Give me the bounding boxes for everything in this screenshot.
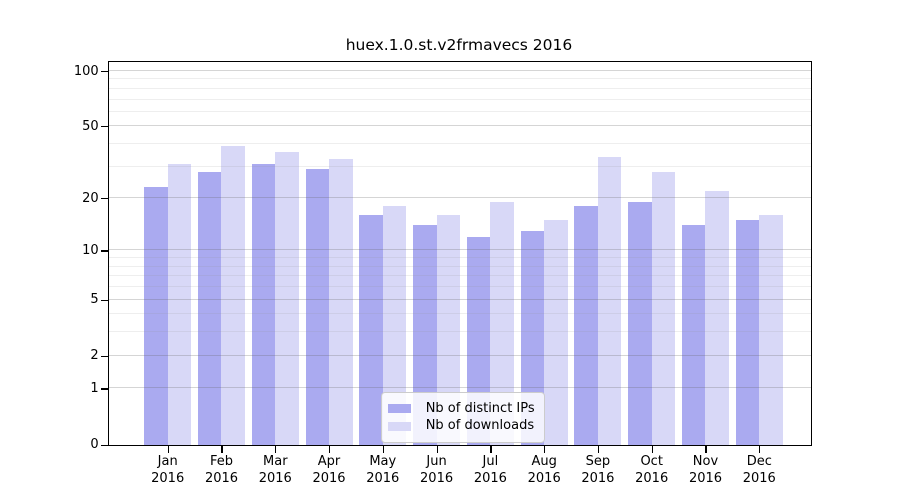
legend-swatch-downloads <box>387 421 411 431</box>
legend-label-downloads: Nb of downloads <box>425 418 535 433</box>
bar-distinct-ips <box>413 225 437 445</box>
bar-downloads <box>382 206 407 445</box>
y-tick-label: 2 <box>90 348 99 364</box>
y-tick-label: 5 <box>90 292 99 307</box>
chart-title: huex.1.0.st.v2frmavecs 2016 <box>345 36 573 54</box>
y-tick-mark <box>101 198 108 200</box>
legend: Nb of distinct IPs Nb of downloads <box>380 392 545 443</box>
minor-gridline <box>108 165 811 167</box>
x-tick-label: Nov 2016 <box>688 453 723 487</box>
x-tick-label: Sep 2016 <box>581 453 615 487</box>
bar-distinct-ips <box>359 215 383 445</box>
bar-downloads <box>275 152 299 445</box>
legend-label-distinct-ips: Nb of distinct IPs <box>425 400 535 416</box>
minor-gridline <box>108 78 811 80</box>
x-tick-label: Mar 2016 <box>258 453 292 487</box>
x-tick-label: Aug 2016 <box>527 453 561 487</box>
y-tick-label: 0 <box>90 437 99 452</box>
x-tick-label: Apr 2016 <box>312 453 346 487</box>
legend-item-distinct-ips: Nb of distinct IPs <box>387 400 535 417</box>
bar-downloads <box>221 146 245 445</box>
major-gridline <box>108 125 811 127</box>
x-tick-label: Jan 2016 <box>151 453 185 487</box>
y-tick-label: 50 <box>82 118 99 134</box>
y-tick-label: 100 <box>73 63 99 79</box>
y-tick-label: 20 <box>82 190 99 206</box>
y-tick-mark <box>101 126 108 128</box>
y-tick-mark <box>101 444 108 446</box>
minor-gridline <box>108 143 811 144</box>
plot-area: Nb of distinct IPs Nb of downloads 100 50… <box>74 61 812 486</box>
bar-distinct-ips <box>305 169 330 445</box>
x-tick-mark <box>705 446 707 453</box>
x-tick-mark <box>597 446 600 453</box>
bar-downloads <box>490 202 514 445</box>
minor-gridline <box>108 98 811 100</box>
bar-downloads <box>544 220 568 445</box>
bar-downloads <box>436 215 461 445</box>
bar-downloads <box>651 172 676 445</box>
y-tick-mark <box>101 250 108 252</box>
bar-downloads <box>759 215 783 445</box>
x-tick-mark <box>544 446 546 453</box>
bar-distinct-ips <box>681 225 706 445</box>
minor-gridline <box>108 110 811 112</box>
x-tick-mark <box>275 446 277 453</box>
bar-distinct-ips <box>574 206 598 445</box>
bar-distinct-ips <box>251 164 276 445</box>
x-tick-label: Jun 2016 <box>420 453 454 487</box>
y-tick-mark <box>101 388 108 390</box>
x-tick-mark <box>651 446 653 453</box>
bar-distinct-ips <box>735 220 760 445</box>
x-tick-mark <box>490 446 492 453</box>
bar-downloads <box>597 156 622 445</box>
y-tick-label: 10 <box>82 242 99 258</box>
bar-downloads <box>705 190 729 445</box>
x-tick-label: May 2016 <box>366 453 400 487</box>
x-tick-mark <box>221 446 223 453</box>
y-tick-label: 1 <box>90 380 99 396</box>
bar-distinct-ips <box>520 230 545 445</box>
y-tick-mark <box>101 299 108 301</box>
x-tick-mark <box>436 446 438 453</box>
y-tick-mark <box>101 355 108 357</box>
legend-swatch-distinct-ips <box>387 404 411 413</box>
x-tick-mark <box>167 446 169 453</box>
x-tick-mark <box>382 446 384 453</box>
bar-downloads <box>329 159 353 445</box>
x-tick-label: Feb 2016 <box>204 453 239 487</box>
x-tick-mark <box>759 446 761 453</box>
legend-item-downloads: Nb of downloads <box>387 418 535 434</box>
major-gridline <box>108 70 811 71</box>
x-tick-label: Oct 2016 <box>635 453 669 487</box>
bar-distinct-ips <box>197 172 222 445</box>
bar-distinct-ips <box>144 187 168 445</box>
bar-downloads <box>167 164 192 445</box>
minor-gridline <box>108 87 811 89</box>
x-tick-mark <box>328 446 331 453</box>
bar-distinct-ips <box>628 202 652 445</box>
x-tick-label: Jul 2016 <box>473 453 507 487</box>
y-tick-mark <box>101 71 108 73</box>
x-tick-label: Dec 2016 <box>742 453 776 487</box>
